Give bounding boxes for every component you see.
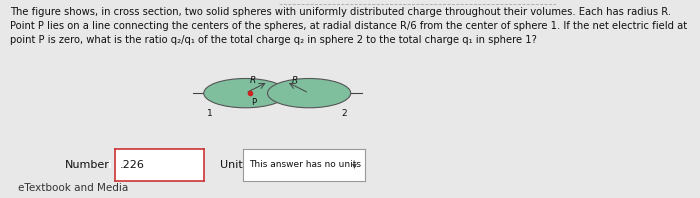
- Circle shape: [267, 78, 351, 108]
- Text: R: R: [292, 76, 298, 85]
- Text: 1: 1: [207, 109, 213, 118]
- Text: R: R: [250, 76, 256, 85]
- Text: Number: Number: [65, 160, 110, 170]
- Text: Units: Units: [220, 160, 249, 170]
- Text: 2: 2: [342, 109, 347, 118]
- Text: The figure shows, in cross section, two solid spheres with uniformly distributed: The figure shows, in cross section, two …: [10, 7, 687, 45]
- Text: eTextbook and Media: eTextbook and Media: [18, 183, 128, 193]
- Text: P: P: [251, 98, 257, 107]
- Circle shape: [204, 78, 287, 108]
